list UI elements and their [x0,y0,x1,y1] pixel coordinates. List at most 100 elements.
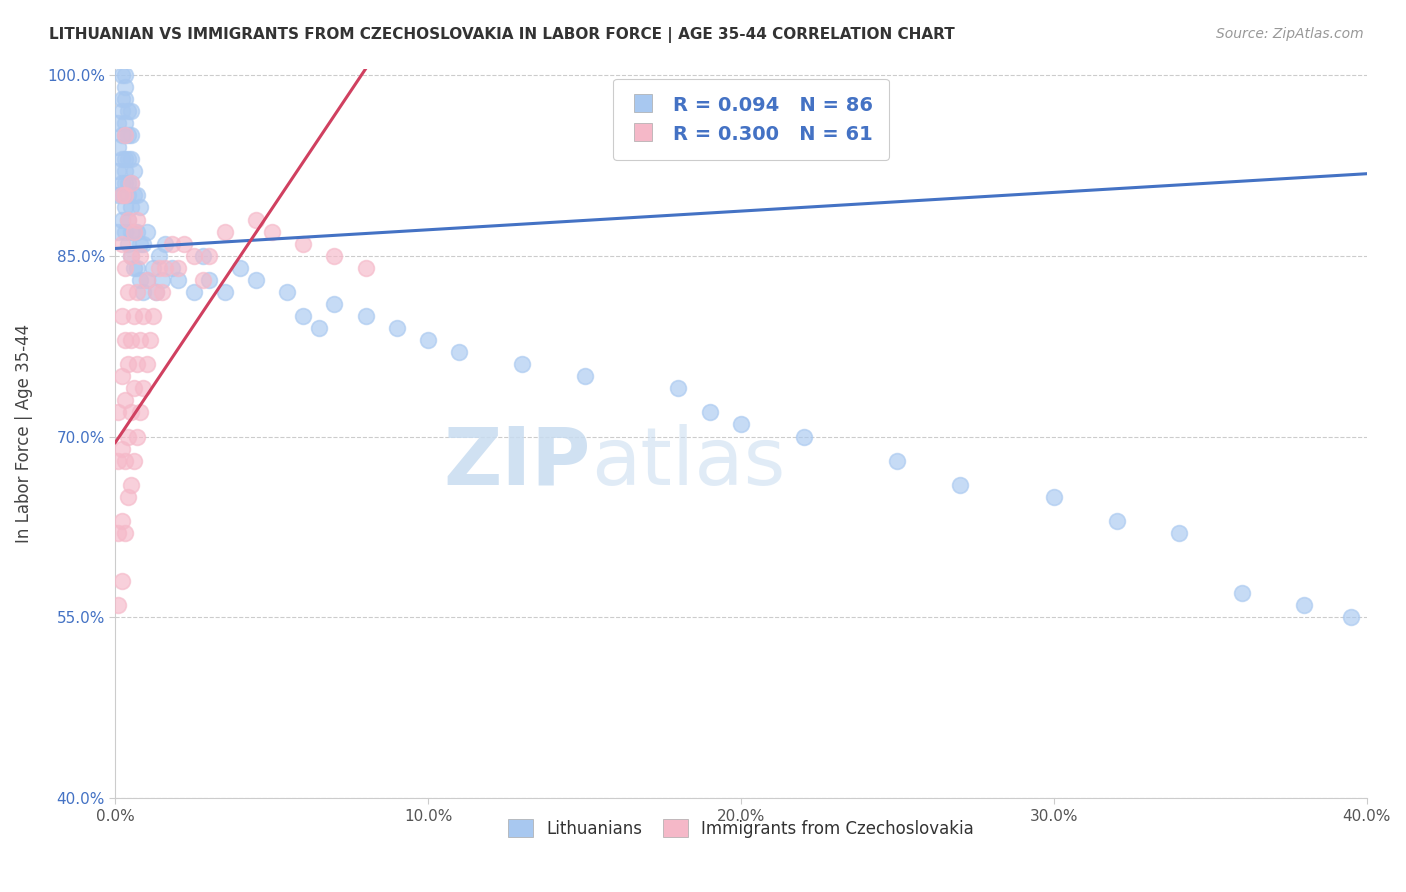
Point [107,525,129,540]
Point [138,333,160,347]
Point [245,273,267,287]
Point [107,453,129,467]
Point [129,249,152,263]
Point [155,260,177,275]
Point [117,212,139,227]
Point [114,393,136,408]
Point [114,260,136,275]
Point [120,177,142,191]
Point [107,116,129,130]
Point [323,297,346,311]
Point [129,273,152,287]
Point [135,273,157,287]
Point [120,477,142,491]
Point [127,260,149,275]
Point [107,164,129,178]
Point [120,225,142,239]
Point [292,236,315,251]
Point [198,273,221,287]
Point [132,381,155,395]
Point [260,225,283,239]
Point [214,225,236,239]
Point [132,285,155,299]
Point [122,225,145,239]
Point [198,249,221,263]
Point [114,225,136,239]
Point [114,201,136,215]
Point [127,212,149,227]
Point [183,249,205,263]
Point [110,188,132,202]
Point [122,164,145,178]
Point [191,273,214,287]
Point [110,309,132,323]
Point [574,369,596,384]
Point [183,285,205,299]
Point [110,103,132,118]
Point [886,453,908,467]
Point [120,249,142,263]
Point [1340,610,1362,624]
Point [110,212,132,227]
Point [173,236,195,251]
Point [110,514,132,528]
Point [117,490,139,504]
Point [107,599,129,613]
Point [107,405,129,419]
Point [142,309,165,323]
Point [120,177,142,191]
Point [127,285,149,299]
Point [148,260,170,275]
Text: atlas: atlas [591,424,786,501]
Point [385,321,408,335]
Point [354,260,377,275]
Point [114,164,136,178]
Point [120,103,142,118]
Point [114,177,136,191]
Point [127,429,149,443]
Point [730,417,752,432]
Point [114,68,136,82]
Point [114,116,136,130]
Text: ZIP: ZIP [444,424,591,501]
Point [132,309,155,323]
Point [135,273,157,287]
Point [114,333,136,347]
Point [510,357,533,371]
Point [110,188,132,202]
Text: LITHUANIAN VS IMMIGRANTS FROM CZECHOSLOVAKIA IN LABOR FORCE | AGE 35-44 CORRELAT: LITHUANIAN VS IMMIGRANTS FROM CZECHOSLOV… [49,27,955,43]
Point [699,405,721,419]
Point [117,188,139,202]
Point [145,285,167,299]
Point [323,249,346,263]
Point [1294,599,1316,613]
Text: Source: ZipAtlas.com: Source: ZipAtlas.com [1216,27,1364,41]
Point [120,249,142,263]
Point [145,285,167,299]
Point [117,128,139,143]
Point [110,236,132,251]
Point [117,357,139,371]
Point [117,285,139,299]
Point [949,477,972,491]
Point [117,153,139,167]
Point [122,453,145,467]
Point [129,405,152,419]
Point [107,140,129,154]
Point [110,369,132,384]
Point [155,236,177,251]
Point [120,405,142,419]
Point [418,333,440,347]
Point [129,201,152,215]
Point [120,333,142,347]
Point [142,260,165,275]
Point [167,260,190,275]
Point [114,188,136,202]
Y-axis label: In Labor Force | Age 35-44: In Labor Force | Age 35-44 [15,324,32,543]
Point [129,236,152,251]
Point [292,309,315,323]
Point [132,236,155,251]
Point [1043,490,1066,504]
Point [229,260,252,275]
Point [129,333,152,347]
